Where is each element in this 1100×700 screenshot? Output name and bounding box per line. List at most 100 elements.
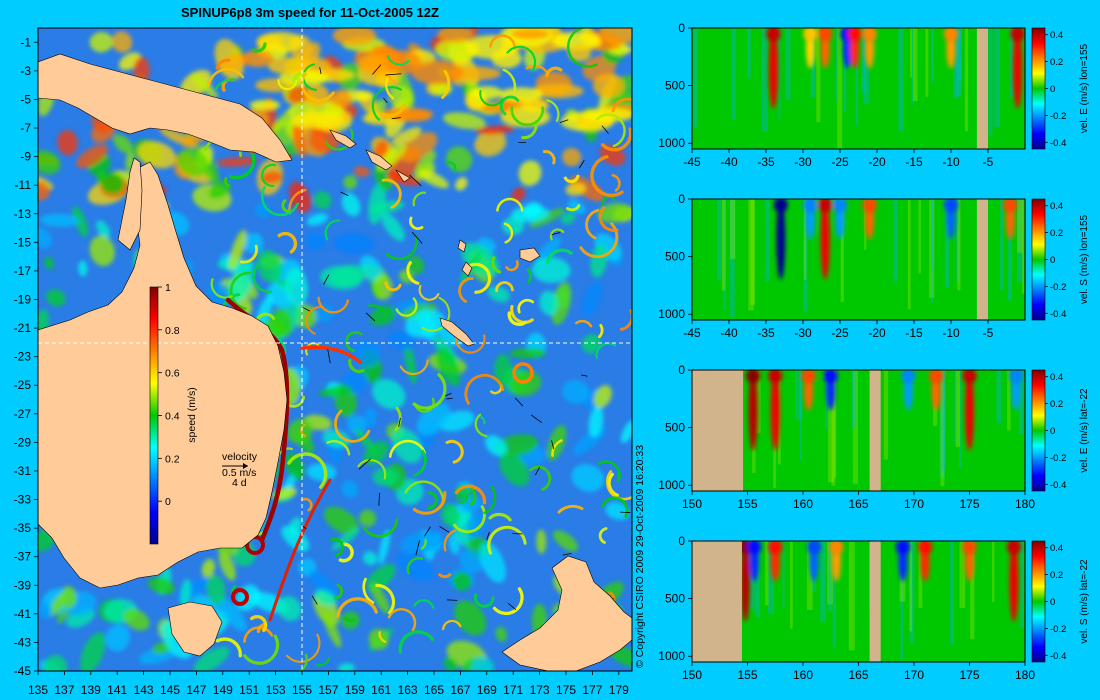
speed-patch [582, 281, 603, 317]
eddy-arc [600, 127, 632, 152]
section-y-tick-label: 500 [665, 592, 685, 606]
section-texture [840, 199, 844, 302]
eddy-arc [420, 539, 427, 550]
eddy-arc [557, 504, 584, 514]
section-texture [731, 28, 737, 120]
section-feature [1009, 541, 1019, 622]
speed-patch [314, 589, 337, 606]
section-texture [994, 28, 1000, 127]
speed-patch [217, 596, 247, 632]
speed-patch [443, 657, 458, 671]
section-x-tick-label: 165 [848, 668, 868, 682]
section-feature [770, 370, 780, 451]
map-x-tick-label: 175 [556, 683, 576, 697]
speed-patch [455, 177, 468, 191]
section-texture [918, 541, 923, 608]
section-texture [956, 199, 960, 282]
speed-patch [190, 72, 218, 99]
section-y-tick-label: 0 [678, 534, 685, 548]
eddy-arc [215, 58, 231, 70]
section-surface-core [862, 28, 877, 42]
eddy-arc [600, 496, 629, 518]
section-texture [831, 370, 836, 486]
section-texture [942, 370, 946, 470]
eddy-arc [368, 304, 387, 315]
eddy-arc [611, 173, 621, 192]
speed-patch [442, 112, 486, 130]
section-x-tick-label: -20 [868, 326, 886, 340]
velocity-arrow [378, 492, 380, 506]
speed-patch [470, 86, 503, 100]
section-texture [893, 199, 898, 282]
velocity-arrow [311, 595, 318, 605]
section-x-tick-label: 170 [904, 497, 924, 511]
section-surface-core [895, 541, 910, 555]
velocity-arrow [486, 531, 490, 540]
map-x-tick-label: 149 [213, 683, 233, 697]
section-surface-core [823, 370, 838, 384]
speed-patch [518, 160, 542, 186]
eddy-arc [243, 626, 274, 643]
section-texture [855, 28, 859, 126]
section-texture [944, 199, 950, 288]
eddy-arc [344, 616, 356, 623]
section-x-tick-label: -25 [831, 155, 849, 169]
section-colorbar-tick-label: 0.4 [1050, 372, 1063, 383]
speed-patch [111, 31, 133, 53]
eddy-arc [378, 631, 387, 643]
map-y-tick-label: -19 [14, 292, 32, 306]
section-texture [825, 370, 828, 429]
speed-patch [249, 99, 281, 111]
eddy-arc [371, 86, 403, 121]
speed-patch [479, 542, 507, 583]
velocity-arrow [323, 274, 330, 285]
map-x-tick-label: 167 [450, 683, 470, 697]
speed-map: 135 137 139 141 143 145 147 149 151 153 155 157 159 1… [14, 27, 633, 697]
velocity-arrow [562, 552, 572, 556]
map-y-tick-label: -45 [14, 664, 32, 678]
velocity-arrow [319, 67, 322, 74]
section-texture [955, 370, 960, 448]
velocity-key-arrowhead [243, 463, 248, 469]
speed-patch [323, 506, 359, 534]
section-texture [755, 541, 761, 618]
map-x-tick-label: 171 [503, 683, 523, 697]
section-y-tick-label: 1000 [658, 136, 685, 150]
map-x-tick-label: 155 [292, 683, 312, 697]
eddy-arc [469, 262, 492, 294]
eddy-arc [595, 342, 617, 359]
eddy-arc [480, 416, 486, 425]
eddy-arc [563, 174, 580, 184]
eddy-arc [491, 256, 502, 274]
eddy-arc [277, 231, 298, 254]
section-feature [820, 199, 830, 280]
section-texture [798, 370, 803, 420]
velocity-arrow [446, 397, 453, 400]
velocity-arrow [439, 526, 450, 533]
section-y-tick-label: 0 [678, 363, 685, 377]
speed-patch [241, 50, 274, 68]
velocity-arrow [559, 119, 569, 123]
speed-colorbar-tick-label: 1 [165, 282, 171, 294]
section-x-tick-label: 155 [737, 668, 757, 682]
section-land-mask [869, 541, 881, 662]
section-colorbar-tick-label: -0.4 [1050, 480, 1066, 491]
section-texture [803, 199, 807, 280]
section-x-tick-label: 150 [682, 668, 702, 682]
eddy-arc [503, 222, 514, 244]
eddy-arc [597, 460, 621, 483]
eddy-arc [546, 99, 560, 123]
eac-separation-jet [300, 345, 362, 364]
speed-patch [593, 385, 612, 408]
eddy-arc [590, 155, 624, 197]
eddy-arc [601, 195, 616, 206]
section-texture [778, 28, 781, 119]
section-texture [912, 28, 918, 101]
section-x-tick-label: -25 [831, 326, 849, 340]
eddy-arc [412, 373, 447, 410]
speed-patch [388, 85, 414, 109]
eddy-arc [398, 630, 435, 655]
section-colorbar [1031, 540, 1046, 663]
section-land-mask [869, 370, 881, 491]
section-x-tick-label: -40 [720, 326, 738, 340]
